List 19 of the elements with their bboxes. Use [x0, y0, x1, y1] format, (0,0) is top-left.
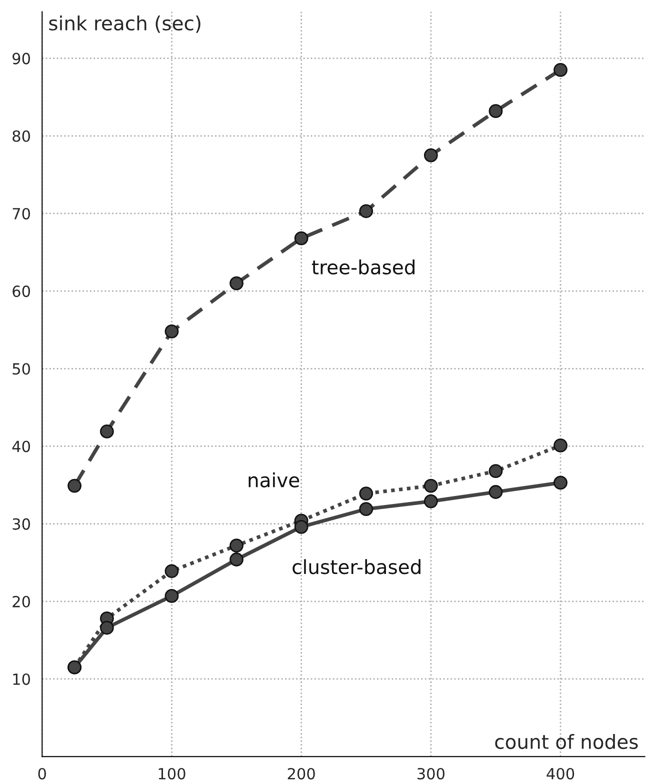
- series-label: naive: [248, 472, 300, 488]
- y-tick-label: 30: [12, 518, 30, 530]
- y-tick-label: 60: [12, 286, 30, 298]
- y-tick-label: 70: [12, 208, 30, 220]
- x-tick-label: 300: [418, 768, 444, 780]
- y-tick-label: 20: [12, 596, 30, 608]
- x-tick-label: 200: [288, 768, 315, 780]
- x-tick-label: 400: [546, 768, 574, 780]
- x-axis-title: count of nodes: [495, 734, 638, 750]
- x-tick-label: 100: [158, 768, 186, 780]
- x-tick-label: 0: [38, 768, 46, 780]
- y-tick-label: 50: [12, 363, 30, 375]
- y-tick-label: 90: [12, 52, 30, 64]
- y-axis-title: sink reach (sec): [49, 15, 200, 33]
- y-tick-label: 10: [13, 673, 30, 685]
- series-label: tree-based: [312, 259, 414, 274]
- y-tick-label: 80: [12, 130, 30, 142]
- y-tick-label: 40: [12, 440, 30, 452]
- series-label: cluster-based: [292, 559, 420, 574]
